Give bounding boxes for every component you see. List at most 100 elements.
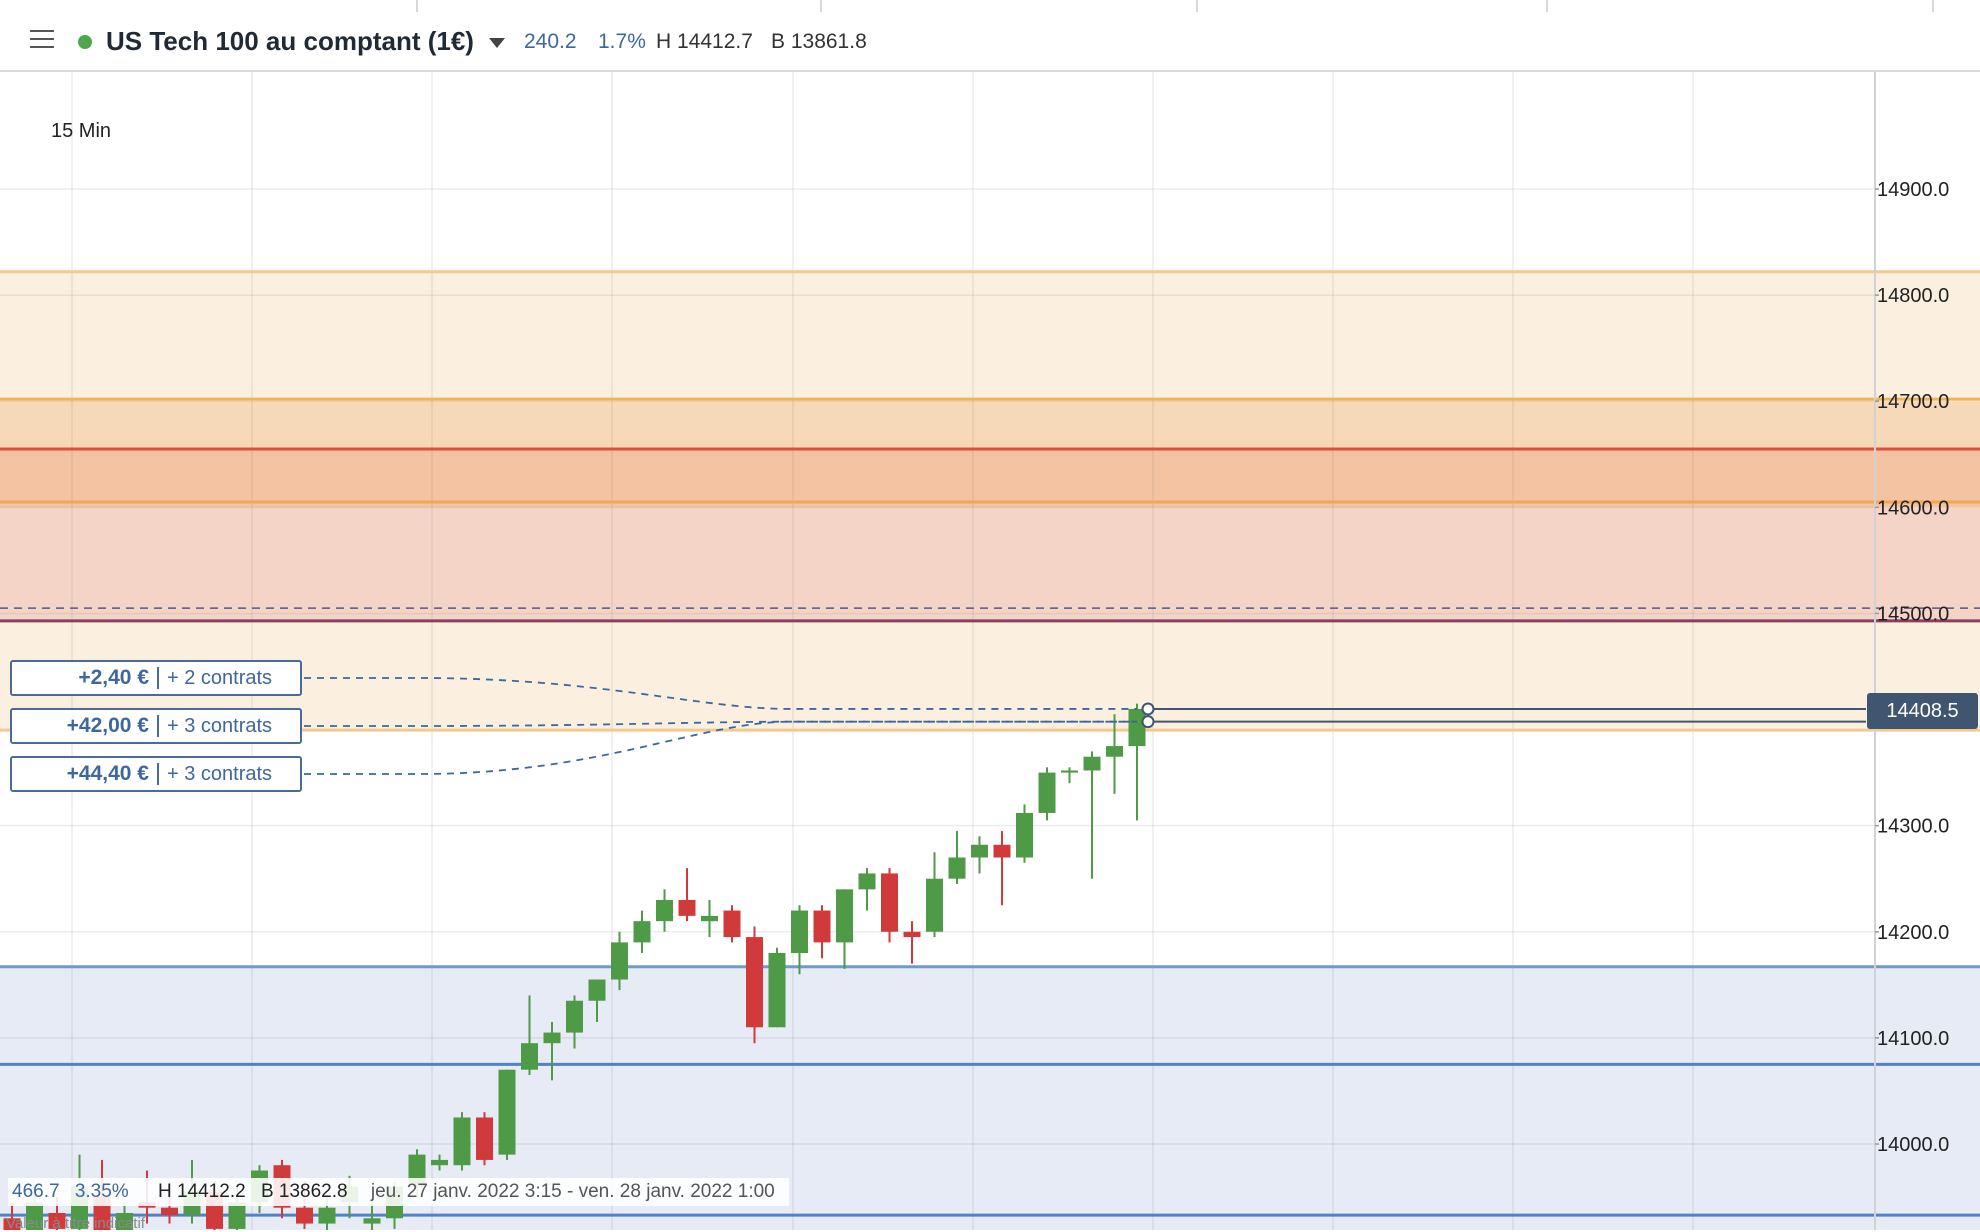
candle-body bbox=[26, 1202, 43, 1230]
divider bbox=[157, 715, 159, 737]
candle-body bbox=[318, 1207, 336, 1224]
candle-body bbox=[498, 1069, 516, 1155]
candle bbox=[1106, 714, 1123, 794]
candle-body bbox=[1016, 812, 1033, 858]
top-toolbar: US Tech 100 au comptant (1€) 240.2 1.7% … bbox=[0, 0, 1980, 72]
candle-body bbox=[1038, 772, 1056, 813]
candle bbox=[476, 1112, 493, 1166]
y-tick-label: 14900.0 bbox=[1877, 179, 1949, 201]
position-contracts: + 3 contrats bbox=[167, 763, 273, 785]
candle bbox=[723, 905, 741, 943]
candle-body bbox=[521, 1043, 538, 1070]
candle bbox=[926, 852, 943, 938]
position-pnl: +44,40 € bbox=[66, 762, 149, 785]
candle bbox=[1083, 751, 1101, 879]
selection-info-bar: 466.7 3.35% H 14412.2 B 13862.8 jeu. 27 … bbox=[8, 1178, 789, 1206]
y-tick-label: 14200.0 bbox=[1877, 922, 1949, 944]
market-open-dot-icon bbox=[78, 35, 92, 49]
position-connector-1 bbox=[304, 720, 1137, 727]
range-percent: 3.35% bbox=[74, 1181, 129, 1202]
candle bbox=[521, 995, 538, 1076]
candle-body bbox=[768, 953, 786, 1028]
candle-body bbox=[296, 1207, 313, 1224]
hamburger-menu-icon[interactable] bbox=[30, 30, 54, 48]
candle bbox=[746, 926, 763, 1044]
candle bbox=[813, 905, 831, 959]
zone-band-3 bbox=[0, 507, 1980, 622]
y-tick-label: 14800.0 bbox=[1877, 285, 1949, 307]
candle bbox=[993, 830, 1011, 906]
candle-body bbox=[3, 1218, 21, 1230]
range-low: B 13862.8 bbox=[260, 1181, 348, 1202]
y-tick-label: 14700.0 bbox=[1877, 391, 1949, 413]
candle bbox=[116, 1202, 133, 1230]
candle-body bbox=[476, 1117, 493, 1160]
candle-body bbox=[1106, 746, 1123, 757]
candle-body bbox=[858, 873, 876, 890]
candle bbox=[701, 899, 718, 938]
candle-body bbox=[813, 910, 831, 943]
position-box-2[interactable]: +42,00 € + 3 contrats bbox=[10, 708, 302, 744]
candle-body bbox=[566, 1000, 583, 1033]
tab-strip bbox=[0, 0, 1980, 12]
indicative-value-disclaimer: Valeur à titre indicatif bbox=[6, 1215, 145, 1232]
candle-body bbox=[903, 931, 921, 938]
candle-body bbox=[971, 844, 988, 858]
zone-band-2 bbox=[0, 448, 1980, 508]
divider bbox=[157, 763, 159, 785]
candle bbox=[1128, 703, 1146, 821]
session-high: H 14412.7 bbox=[656, 30, 753, 53]
candle-body bbox=[588, 979, 606, 1001]
candle-body bbox=[881, 873, 898, 932]
timeframe-label[interactable]: 15 Min bbox=[51, 120, 112, 142]
candle-body bbox=[746, 937, 763, 1028]
candle-body bbox=[948, 857, 966, 879]
candle bbox=[656, 889, 673, 932]
candle-body bbox=[993, 844, 1011, 858]
candle bbox=[678, 868, 696, 922]
candle-body bbox=[1083, 756, 1101, 771]
chevron-down-icon[interactable] bbox=[489, 38, 505, 48]
position-handle-lower bbox=[1141, 715, 1155, 729]
candle bbox=[588, 979, 606, 1022]
position-box-1[interactable]: +2,40 € + 2 contrats bbox=[10, 660, 302, 696]
session-low: B 13861.8 bbox=[771, 30, 867, 53]
candle bbox=[498, 1069, 516, 1160]
position-pnl: +42,00 € bbox=[66, 714, 149, 737]
range-period: jeu. 27 janv. 2022 3:15 - ven. 28 janv. … bbox=[370, 1181, 775, 1202]
position-contracts: + 3 contrats bbox=[167, 715, 273, 737]
candle bbox=[611, 931, 628, 991]
position-handle-upper bbox=[1141, 702, 1155, 716]
candle bbox=[543, 1021, 561, 1081]
candle bbox=[971, 836, 988, 874]
candle-body bbox=[48, 1212, 66, 1229]
y-tick-label: 14600.0 bbox=[1877, 497, 1949, 519]
candle bbox=[791, 905, 808, 975]
change-percent: 1.7% bbox=[598, 30, 646, 53]
position-box-3[interactable]: +44,40 € + 3 contrats bbox=[10, 756, 302, 792]
candle bbox=[1038, 767, 1056, 821]
y-tick-label: 14100.0 bbox=[1877, 1028, 1949, 1050]
y-tick-label: 14300.0 bbox=[1877, 816, 1949, 838]
candle-body bbox=[116, 1212, 133, 1230]
candle bbox=[3, 1202, 21, 1230]
candle-body bbox=[611, 942, 628, 980]
range-points: 466.7 bbox=[12, 1181, 60, 1202]
candle-body bbox=[926, 878, 943, 932]
position-connector-0 bbox=[304, 677, 1137, 710]
instrument-selector[interactable]: US Tech 100 au comptant (1€) bbox=[106, 26, 474, 56]
candle bbox=[858, 868, 876, 911]
range-high: H 14412.2 bbox=[157, 1181, 246, 1202]
candle bbox=[453, 1112, 471, 1171]
price-chart[interactable]: 14900.0 14800.0 14700.0 14600.0 14500.0 14300… bbox=[0, 72, 1980, 1230]
candle-body bbox=[836, 889, 853, 943]
candle-body bbox=[723, 910, 741, 938]
candle-body bbox=[431, 1159, 448, 1166]
candle-body bbox=[453, 1117, 471, 1166]
y-tick-label: 14000.0 bbox=[1877, 1134, 1949, 1156]
candle bbox=[1016, 804, 1033, 863]
candle-body bbox=[633, 921, 651, 943]
divider bbox=[157, 667, 159, 689]
candle-body bbox=[363, 1218, 381, 1224]
candle-body bbox=[791, 910, 808, 953]
